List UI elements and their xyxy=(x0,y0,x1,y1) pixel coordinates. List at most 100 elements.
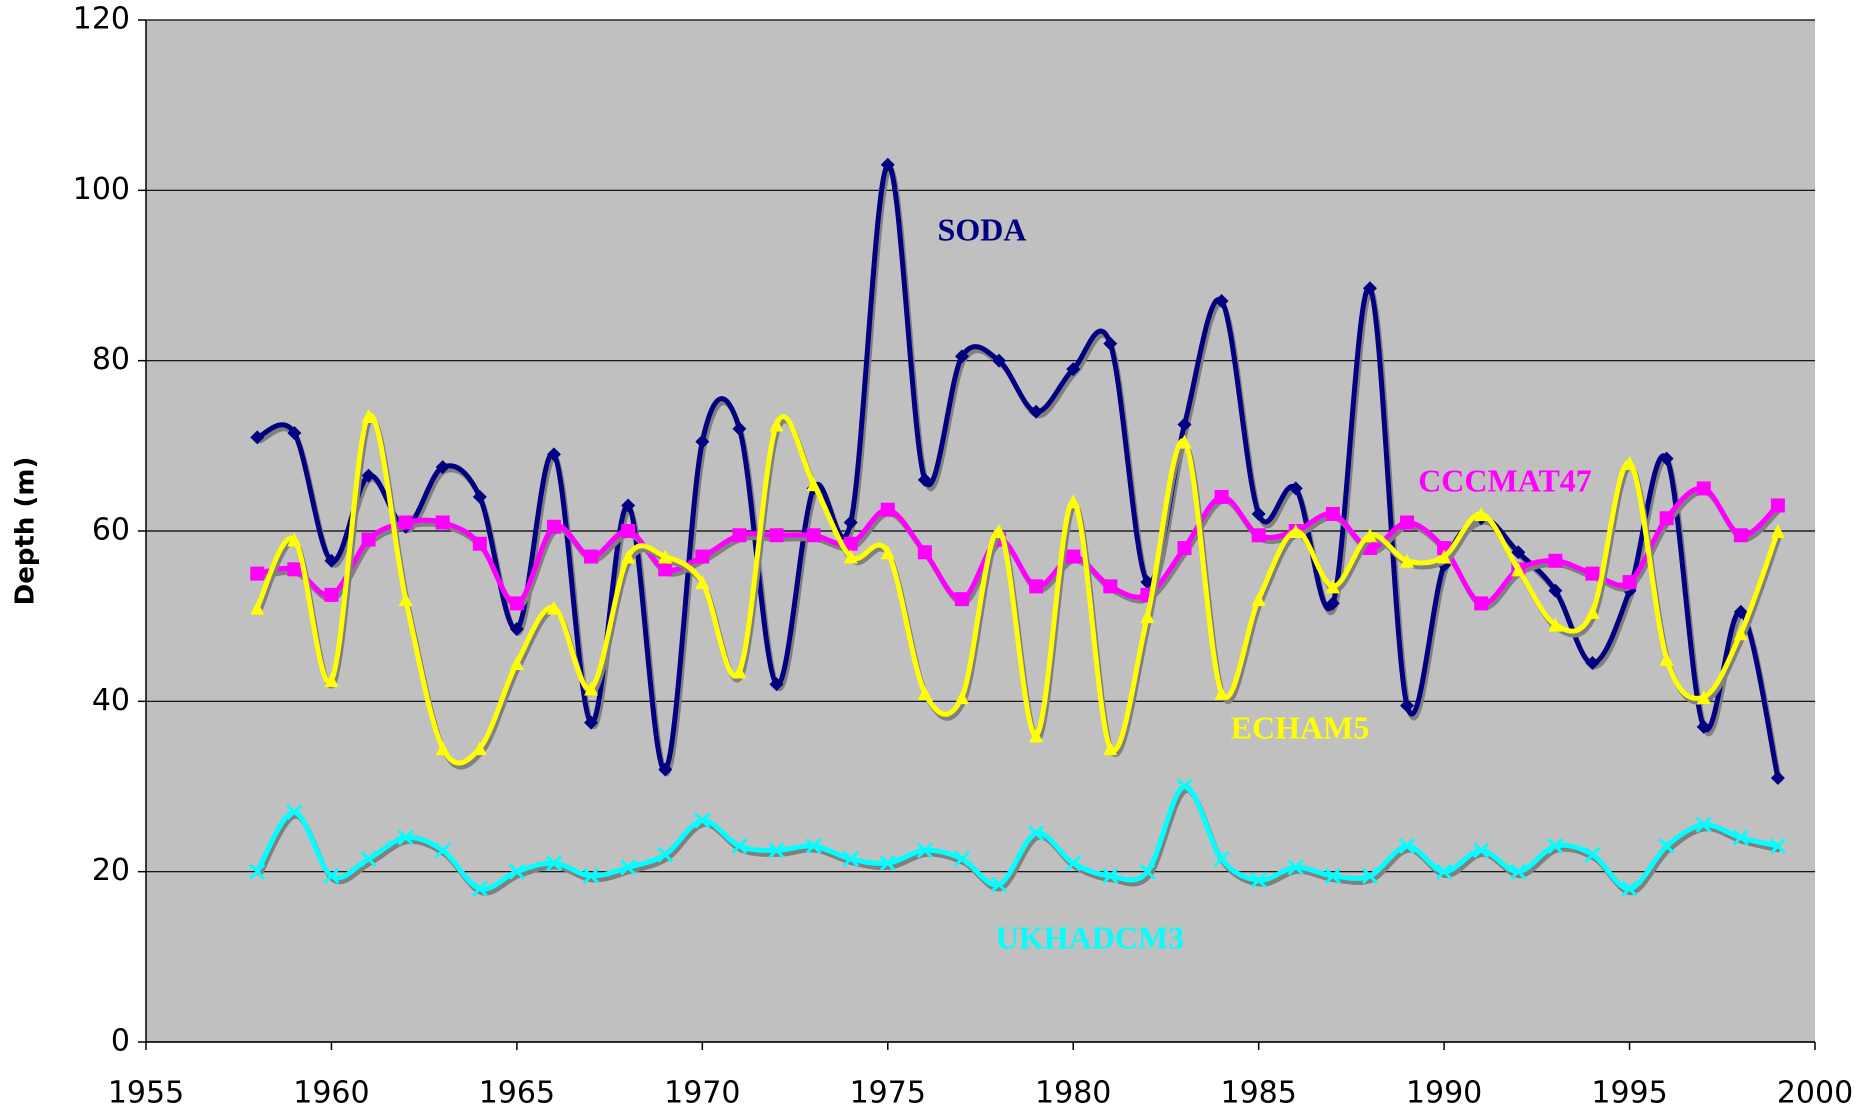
y-tick-label: 60 xyxy=(92,513,130,548)
marker xyxy=(1362,528,1377,543)
marker xyxy=(546,519,561,534)
marker xyxy=(1214,489,1229,504)
marker xyxy=(584,681,599,696)
marker xyxy=(434,842,451,859)
marker xyxy=(916,842,933,859)
marker xyxy=(397,829,414,846)
marker xyxy=(805,838,822,855)
marker xyxy=(880,545,895,560)
marker xyxy=(1362,281,1377,296)
marker xyxy=(1474,506,1489,521)
marker xyxy=(1695,816,1712,833)
marker xyxy=(1659,511,1674,526)
marker xyxy=(657,846,674,863)
marker xyxy=(1585,604,1600,619)
marker xyxy=(1732,829,1749,846)
marker xyxy=(1361,867,1378,884)
y-tick-label: 80 xyxy=(92,342,130,377)
marker xyxy=(806,528,821,543)
marker xyxy=(1029,404,1044,419)
y-tick-label: 120 xyxy=(73,2,130,37)
marker xyxy=(472,536,487,551)
marker xyxy=(1659,651,1674,666)
marker xyxy=(954,349,969,364)
marker xyxy=(695,434,710,449)
marker xyxy=(435,460,450,475)
marker xyxy=(1288,481,1303,496)
marker xyxy=(508,863,525,880)
marker xyxy=(694,812,711,829)
x-tick-label: 1975 xyxy=(850,1076,926,1110)
marker xyxy=(509,596,524,611)
marker xyxy=(1250,872,1267,889)
marker xyxy=(1547,838,1564,855)
marker xyxy=(1214,685,1229,700)
marker xyxy=(1770,770,1785,785)
marker xyxy=(1066,362,1081,377)
marker xyxy=(361,409,376,424)
series-label: UKHADCM3 xyxy=(996,919,1184,955)
x-tick-label: 1955 xyxy=(108,1076,184,1110)
marker xyxy=(1696,719,1711,734)
marker xyxy=(398,592,413,607)
marker xyxy=(1548,617,1563,632)
y-tick-label: 20 xyxy=(92,853,130,888)
marker xyxy=(621,549,636,564)
marker xyxy=(990,876,1008,893)
marker xyxy=(1177,434,1192,449)
marker xyxy=(1028,825,1045,842)
x-tick-label: 1990 xyxy=(1406,1076,1482,1110)
marker xyxy=(732,664,747,679)
marker xyxy=(917,685,932,700)
marker xyxy=(1473,842,1490,859)
marker xyxy=(583,867,600,884)
marker xyxy=(769,677,784,692)
series-label: SODA xyxy=(938,211,1027,247)
marker xyxy=(1621,880,1638,897)
marker xyxy=(621,498,636,513)
marker xyxy=(1733,626,1748,641)
marker xyxy=(250,600,265,615)
marker xyxy=(1474,596,1489,611)
y-tick-label: 100 xyxy=(73,172,130,207)
marker xyxy=(1511,562,1526,577)
y-tick-label: 0 xyxy=(111,1024,130,1059)
marker xyxy=(287,426,302,441)
x-tick-label: 1960 xyxy=(293,1076,369,1110)
marker xyxy=(1251,528,1266,543)
marker xyxy=(1066,494,1081,509)
marker xyxy=(1400,553,1415,568)
marker xyxy=(1622,575,1637,590)
marker xyxy=(324,553,339,568)
marker xyxy=(621,524,636,538)
marker xyxy=(1548,553,1563,568)
marker xyxy=(954,690,969,705)
marker xyxy=(287,562,302,577)
marker xyxy=(1324,867,1341,884)
marker xyxy=(1696,481,1711,496)
marker xyxy=(1696,690,1711,705)
marker xyxy=(1548,583,1563,598)
marker xyxy=(992,353,1007,368)
marker xyxy=(769,528,784,543)
x-tick-label: 1965 xyxy=(479,1076,555,1110)
marker xyxy=(842,850,859,867)
marker xyxy=(917,472,932,487)
y-tick-label: 40 xyxy=(92,683,130,718)
marker xyxy=(1400,698,1415,713)
marker xyxy=(545,855,563,872)
marker xyxy=(1770,498,1785,513)
marker xyxy=(1103,336,1118,351)
marker xyxy=(1659,451,1674,466)
marker xyxy=(1585,656,1600,671)
marker xyxy=(1658,838,1675,855)
marker xyxy=(843,549,858,564)
marker xyxy=(1733,528,1748,543)
marker xyxy=(732,528,747,543)
x-tick-label: 1985 xyxy=(1220,1076,1296,1110)
marker xyxy=(1511,545,1526,560)
x-tick-label: 1970 xyxy=(664,1076,740,1110)
marker xyxy=(1140,609,1155,624)
line xyxy=(255,412,1781,766)
